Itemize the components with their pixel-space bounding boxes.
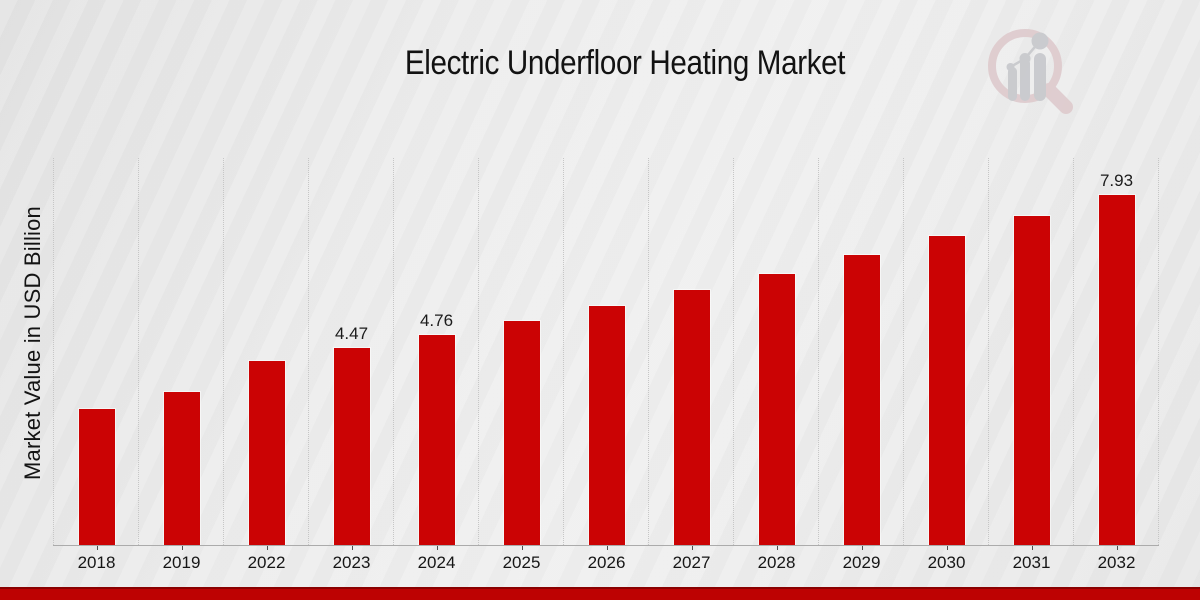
axis-tick xyxy=(96,545,98,550)
x-tick-label: 2027 xyxy=(672,553,711,572)
bar-column: 2022 xyxy=(223,158,309,572)
bar-column: 7.93 2032 xyxy=(1073,158,1159,572)
axis-tick xyxy=(1116,545,1118,550)
magnifier-bar-chart-logo-icon xyxy=(988,29,1073,114)
bar xyxy=(162,391,201,546)
y-axis-label: Market Value in USD Billion xyxy=(20,206,45,480)
bar-value-label: 7.93 xyxy=(1099,171,1134,190)
axis-tick xyxy=(266,545,268,550)
bar xyxy=(417,334,456,546)
bar xyxy=(842,254,881,546)
axis-tick xyxy=(691,545,693,550)
x-tick-label: 2028 xyxy=(757,553,796,572)
bar-value-label: 4.76 xyxy=(419,311,454,330)
bar-column: 2028 xyxy=(733,158,819,572)
bar xyxy=(587,305,626,546)
bar-column: 2019 xyxy=(138,158,224,572)
footer-accent-bar xyxy=(0,587,1200,600)
x-tick-label: 2019 xyxy=(162,553,201,572)
bar-column: 4.47 2023 xyxy=(308,158,394,572)
x-axis-line xyxy=(53,545,1159,546)
axis-tick xyxy=(1031,545,1033,550)
bar-column: 4.76 2024 xyxy=(393,158,479,572)
bar-column: 2026 xyxy=(563,158,649,572)
bar xyxy=(332,347,371,546)
bar-column: 2027 xyxy=(648,158,734,572)
bar xyxy=(77,408,116,546)
x-tick-label: 2025 xyxy=(502,553,541,572)
x-tick-label: 2024 xyxy=(417,553,456,572)
chart-title: Electric Underfloor Heating Market xyxy=(404,44,846,82)
axis-tick xyxy=(351,545,353,550)
axis-tick xyxy=(521,545,523,550)
x-tick-label: 2022 xyxy=(247,553,286,572)
axis-tick xyxy=(436,545,438,550)
bar-column: 2031 xyxy=(988,158,1074,572)
bar xyxy=(1012,215,1051,546)
bar xyxy=(1097,194,1136,546)
x-tick-label: 2029 xyxy=(842,553,881,572)
axis-tick xyxy=(946,545,948,550)
axis-tick xyxy=(606,545,608,550)
bar-column: 2018 xyxy=(53,158,139,572)
x-tick-label: 2031 xyxy=(1012,553,1051,572)
bar-column: 2030 xyxy=(903,158,989,572)
x-tick-label: 2023 xyxy=(332,553,371,572)
bar xyxy=(927,235,966,546)
plot-area: 2018 2019 2022 4.47 2023 4.76 2024 2025 2026 2027… xyxy=(53,158,1159,572)
bar xyxy=(247,360,286,546)
x-tick-label: 2026 xyxy=(587,553,626,572)
bar xyxy=(502,320,541,546)
bar xyxy=(757,273,796,546)
gridline xyxy=(1158,158,1159,545)
axis-tick xyxy=(861,545,863,550)
bar xyxy=(672,289,711,546)
bar-value-label: 4.47 xyxy=(334,324,369,343)
bar-column: 2025 xyxy=(478,158,564,572)
axis-tick xyxy=(181,545,183,550)
x-tick-label: 2030 xyxy=(927,553,966,572)
axis-tick xyxy=(776,545,778,550)
bar-column: 2029 xyxy=(818,158,904,572)
x-tick-label: 2032 xyxy=(1097,553,1136,572)
x-tick-label: 2018 xyxy=(77,553,116,572)
